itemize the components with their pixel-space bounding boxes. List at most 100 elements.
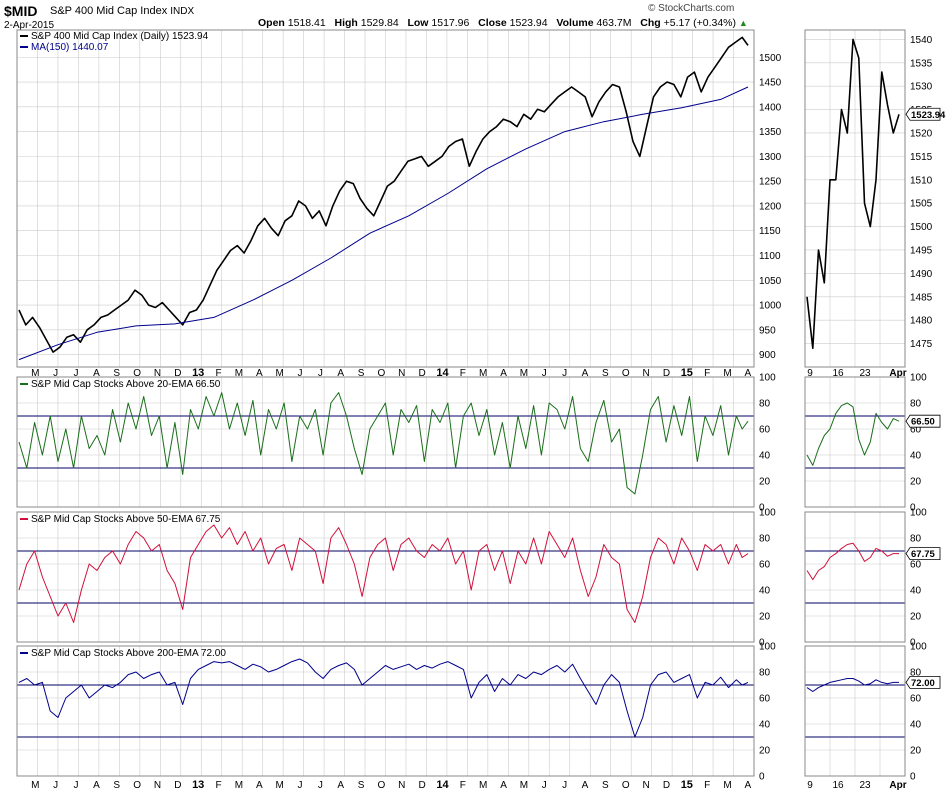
x-tick-label: J bbox=[562, 368, 567, 379]
y-tick-label: 1300 bbox=[759, 152, 782, 163]
close-label: Close bbox=[478, 17, 507, 29]
x-tick-label: M bbox=[723, 780, 731, 791]
x-tick-label: A bbox=[93, 780, 100, 791]
ema200-line bbox=[806, 678, 899, 692]
y-tick-label: 40 bbox=[910, 720, 922, 731]
zoom-x-tick-label: Apr bbox=[889, 780, 906, 791]
last-value-marker bbox=[905, 547, 941, 560]
x-tick-label: J bbox=[297, 780, 302, 791]
symbol-label: $MID bbox=[4, 3, 38, 19]
y-tick-label: 1480 bbox=[910, 316, 933, 327]
chart-date: 2-Apr-2015 bbox=[4, 20, 55, 31]
x-tick-label: J bbox=[53, 368, 58, 379]
zoom-x-tick-label: 9 bbox=[807, 780, 813, 791]
zoom-x-tick-label: 9 bbox=[807, 368, 813, 379]
y-tick-label: 80 bbox=[759, 534, 771, 545]
low-value: 1517.96 bbox=[431, 17, 470, 29]
y-tick-label: 60 bbox=[759, 425, 771, 436]
y-tick-label: 0 bbox=[759, 503, 765, 514]
y-tick-label: 1485 bbox=[910, 292, 933, 303]
x-tick-label: F bbox=[704, 780, 710, 791]
y-tick-label: 1510 bbox=[910, 175, 933, 186]
y-tick-label: 1530 bbox=[910, 82, 933, 93]
zoom-panel-3: 0 20 40 60 80 100 72.00 bbox=[804, 642, 941, 783]
y-tick-label: 1200 bbox=[759, 201, 782, 212]
x-tick-label: 13 bbox=[192, 779, 204, 791]
x-tick-label: A bbox=[337, 368, 344, 379]
y-tick-label: 40 bbox=[759, 451, 771, 462]
y-tick-label: 40 bbox=[910, 451, 922, 462]
x-tick-label: S bbox=[602, 368, 609, 379]
low-label: Low bbox=[407, 17, 429, 29]
x-tick-label: M bbox=[275, 780, 283, 791]
y-tick-label: 80 bbox=[759, 668, 771, 679]
x-tick-label: O bbox=[378, 780, 386, 791]
ema50-line bbox=[18, 524, 749, 623]
x-tick-label: N bbox=[642, 368, 649, 379]
y-tick-label: 20 bbox=[759, 477, 771, 488]
panel-border bbox=[16, 29, 755, 368]
open-value: 1518.41 bbox=[287, 17, 326, 29]
x-tick-label: F bbox=[216, 368, 222, 379]
y-tick-label: 1000 bbox=[759, 301, 782, 312]
x-tick-label: 13 bbox=[192, 367, 204, 379]
y-tick-label: 100 bbox=[759, 373, 776, 384]
x-tick-label: J bbox=[74, 780, 79, 791]
y-tick-label: 950 bbox=[759, 325, 776, 336]
ohlc-summary: Open 1518.41 High 1529.84 Low 1517.96 Cl… bbox=[258, 17, 748, 29]
y-tick-label: 60 bbox=[910, 694, 922, 705]
volume-value: 463.7M bbox=[596, 17, 632, 29]
main-panel-0: 900 950 1000 1050 1100 1150 1200 1250 1300 1350 14… bbox=[16, 29, 782, 368]
x-tick-label: D bbox=[174, 780, 181, 791]
open-label: Open bbox=[258, 17, 285, 29]
up-arrow-icon: ▲ bbox=[738, 18, 748, 28]
x-tick-label: D bbox=[174, 368, 181, 379]
x-tick-label: M bbox=[235, 368, 243, 379]
x-tick-label: M bbox=[479, 780, 487, 791]
last-value-marker bbox=[905, 414, 941, 428]
x-tick-label: J bbox=[318, 780, 323, 791]
main-panel-3: 0 20 40 60 80 100 S&P Mid Cap Stocks Above 200… bbox=[16, 642, 776, 783]
last-value-label: 67.75 bbox=[911, 549, 935, 560]
x-tick-label: A bbox=[337, 780, 344, 791]
panel-border bbox=[16, 511, 755, 643]
x-tick-label: 15 bbox=[681, 367, 693, 379]
y-tick-label: 100 bbox=[759, 642, 776, 653]
x-tick-label: A bbox=[582, 780, 589, 791]
zoom-panel-1: 0 20 40 60 80 100 66.50 bbox=[804, 373, 941, 514]
x-tick-label: S bbox=[602, 780, 609, 791]
x-tick-label: J bbox=[318, 368, 323, 379]
y-tick-label: 100 bbox=[759, 508, 776, 519]
y-tick-label: 1490 bbox=[910, 269, 933, 280]
x-tick-label: D bbox=[663, 368, 670, 379]
y-tick-label: 1100 bbox=[759, 251, 781, 262]
ema20-line bbox=[806, 402, 900, 466]
panel-label: S&P Mid Cap Stocks Above 50-EMA 67.75 bbox=[31, 514, 221, 525]
x-tick-label: M bbox=[275, 368, 283, 379]
x-tick-label: M bbox=[520, 368, 528, 379]
x-tick-label: A bbox=[93, 368, 100, 379]
y-tick-label: 80 bbox=[759, 399, 771, 410]
exchange-label: INDX bbox=[170, 6, 195, 17]
panel-border bbox=[16, 645, 755, 777]
index-name-text: S&P 400 Mid Cap Index bbox=[50, 5, 168, 17]
panel-label: S&P Mid Cap Stocks Above 20-EMA 66.50 bbox=[31, 379, 221, 390]
y-tick-label: 80 bbox=[910, 399, 922, 410]
panel-border bbox=[804, 511, 906, 643]
y-tick-label: 0 bbox=[910, 772, 916, 783]
x-tick-label: O bbox=[378, 368, 386, 379]
x-tick-label: O bbox=[133, 780, 141, 791]
y-tick-label: 80 bbox=[910, 668, 922, 679]
y-tick-label: 1400 bbox=[759, 102, 782, 113]
x-tick-label: A bbox=[582, 368, 589, 379]
y-tick-label: 20 bbox=[759, 746, 771, 757]
x-tick-label: 15 bbox=[681, 779, 693, 791]
x-tick-label: N bbox=[398, 780, 405, 791]
volume-label: Volume bbox=[556, 17, 594, 29]
zoom-x-tick-label: Apr bbox=[889, 368, 906, 379]
x-tick-label: N bbox=[154, 780, 161, 791]
y-tick-label: 100 bbox=[910, 642, 927, 653]
zoom-x-tick-label: 23 bbox=[859, 368, 871, 379]
ema20-line bbox=[18, 392, 749, 495]
